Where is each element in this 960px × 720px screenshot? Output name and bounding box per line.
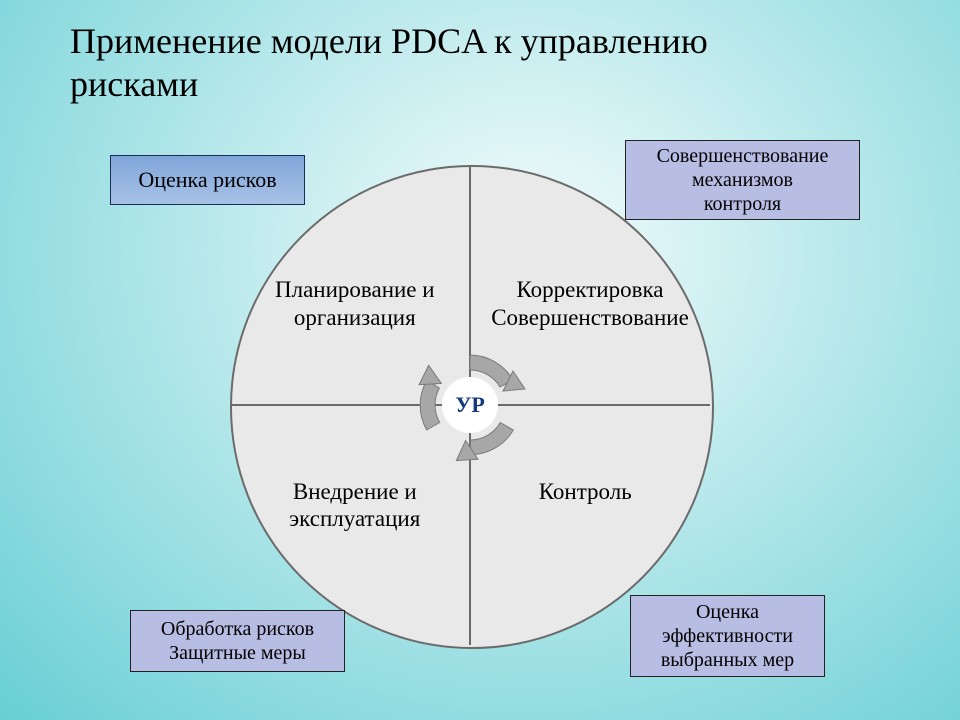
box-risk-assessment: Оценка рисков (110, 155, 305, 205)
box-risk-handling: Обработка рисков Защитные меры (130, 610, 345, 672)
box-text: Совершенствование (657, 145, 829, 167)
quadrant-text: организация (294, 305, 416, 330)
box-control-improvement: Совершенствование механизмов контроля (625, 140, 860, 220)
box-text: контроля (704, 193, 781, 215)
slide: Применение модели PDCA к управлению риск… (0, 0, 960, 720)
box-text: Обработка рисков (161, 618, 314, 640)
quadrant-top-left: Планирование и организация (245, 276, 465, 331)
box-text: Оценка рисков (138, 167, 276, 193)
box-text: выбранных мер (661, 649, 794, 671)
slide-title: Применение модели PDCA к управлению риск… (70, 20, 770, 106)
quadrant-text: Планирование и (275, 277, 435, 302)
box-text: Оценка (696, 601, 759, 623)
quadrant-text: Корректировка (516, 277, 663, 302)
center-badge: УР (442, 377, 498, 433)
quadrant-text: Совершенствование (491, 305, 689, 330)
quadrant-bottom-left: Внедрение и эксплуатация (245, 478, 465, 533)
box-text: Защитные меры (169, 642, 306, 664)
center-label: УР (455, 392, 485, 418)
box-text: эффективности (662, 625, 793, 647)
box-effectiveness-assessment: Оценка эффективности выбранных мер (630, 595, 825, 677)
box-text: механизмов (692, 169, 793, 191)
quadrant-text: Внедрение и (293, 479, 417, 504)
quadrant-bottom-right: Контроль (485, 478, 685, 506)
quadrant-text: эксплуатация (289, 506, 420, 531)
quadrant-text: Контроль (539, 479, 632, 504)
quadrant-top-right: Корректировка Совершенствование (475, 276, 705, 331)
